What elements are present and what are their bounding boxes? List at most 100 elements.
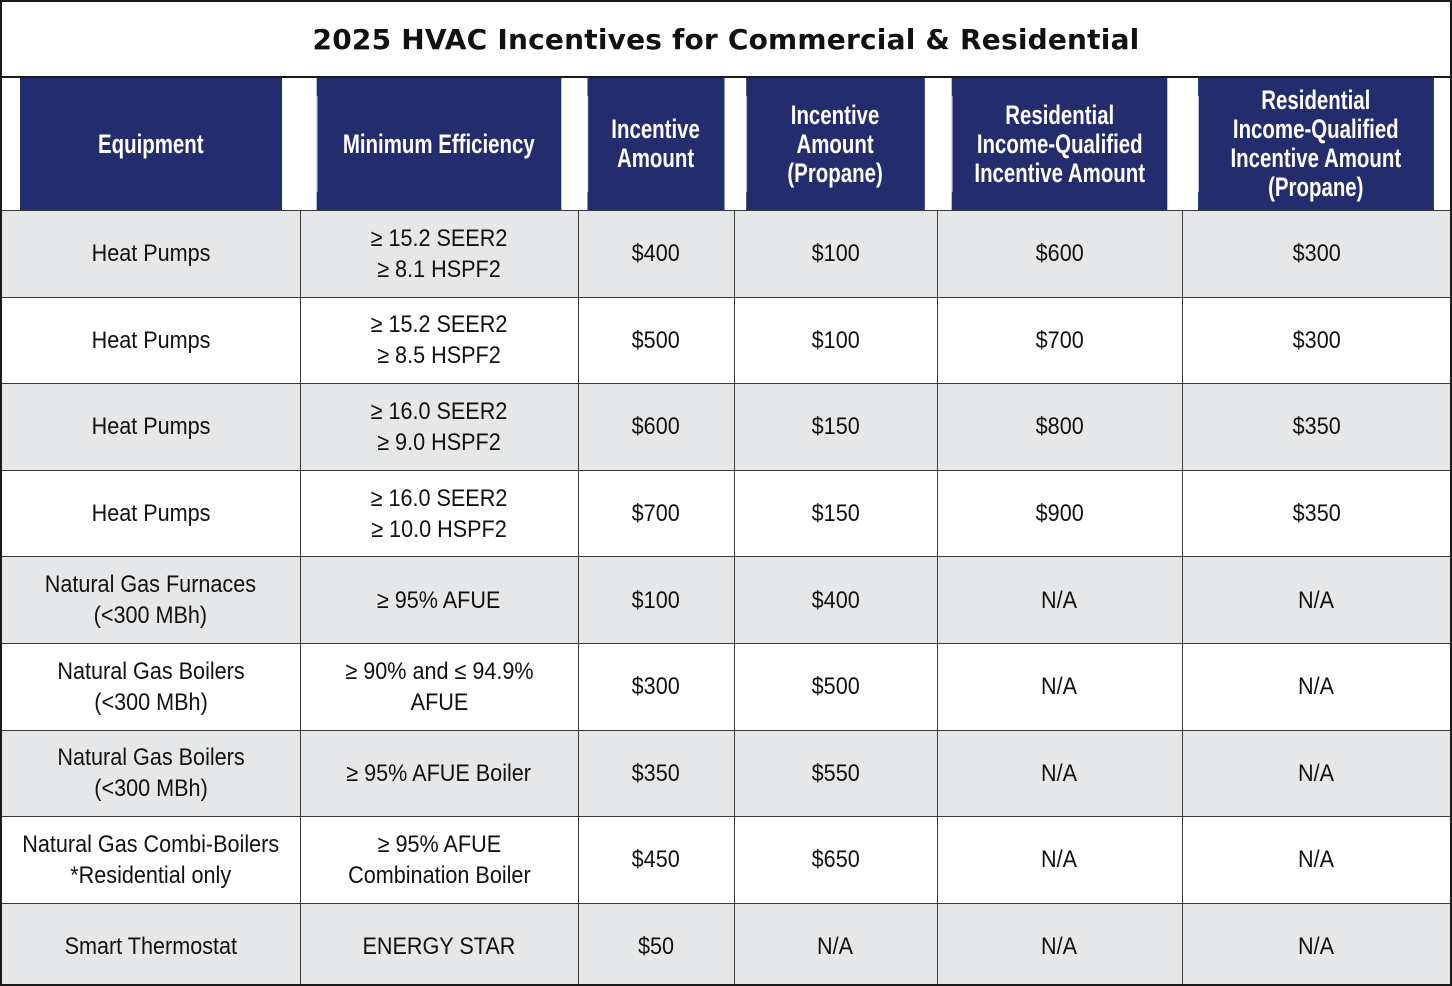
cell-text: $550 <box>811 759 860 787</box>
incentive-cell: $450 <box>577 816 734 904</box>
equipment-cell: Heat Pumps <box>2 296 300 384</box>
cell-text: $600 <box>1035 240 1084 268</box>
efficiency-cell: ≥ 90% and ≤ 94.9% AFUE <box>299 642 578 731</box>
cell-text: ≥ 95% AFUE Boiler <box>346 759 532 787</box>
incentive-cell: $350 <box>577 729 734 817</box>
column-header-label: Residential Income-Qualified Incentive A… <box>1230 85 1402 202</box>
cell-text: Heat Pumps <box>91 500 211 528</box>
cell-text: ≥ 16.0 SEER2 ≥ 10.0 HSPF2 <box>370 484 508 543</box>
equipment-cell: Heat Pumps <box>2 210 300 298</box>
equipment-cell: Natural Gas Combi-Boilers *Residential o… <box>2 816 300 904</box>
efficiency-cell: ENERGY STAR <box>299 902 578 984</box>
efficiency-cell: ≥ 16.0 SEER2 ≥ 10.0 HSPF2 <box>299 469 578 557</box>
cell-text: N/A <box>1298 759 1335 787</box>
incentive-propane-cell: $500 <box>733 642 937 731</box>
cell-text: $100 <box>631 586 681 614</box>
cell-text: Heat Pumps <box>91 240 211 268</box>
residential-iq-cell: N/A <box>936 729 1182 817</box>
efficiency-cell: ≥ 16.0 SEER2 ≥ 9.0 HSPF2 <box>299 383 578 471</box>
cell-text: N/A <box>1041 933 1078 961</box>
cell-text: $300 <box>1292 240 1341 268</box>
cell-text: $150 <box>811 500 860 528</box>
cell-text: $350 <box>1292 500 1341 528</box>
incentive-propane-cell: $400 <box>733 556 937 644</box>
cell-text: Heat Pumps <box>91 413 211 441</box>
residential-iq-cell: $900 <box>936 469 1182 557</box>
equipment-cell: Heat Pumps <box>2 469 300 557</box>
cell-text: Natural Gas Combi-Boilers *Residential o… <box>22 830 280 889</box>
cell-text: N/A <box>1298 933 1335 961</box>
residential-iq-propane-cell: $350 <box>1181 469 1450 557</box>
cell-text: ≥ 16.0 SEER2 ≥ 9.0 HSPF2 <box>370 397 508 456</box>
incentive-cell: $600 <box>577 383 734 471</box>
cell-text: $450 <box>631 846 681 874</box>
efficiency-cell: ≥ 95% AFUE Combination Boiler <box>299 816 578 904</box>
column-header-label: Incentive Amount <box>611 114 701 173</box>
cell-text: ≥ 95% AFUE Combination Boiler <box>347 830 531 889</box>
cell-text: Natural Gas Boilers (<300 MBh) <box>57 744 245 803</box>
cell-text: $350 <box>1292 413 1341 441</box>
cell-text: ≥ 95% AFUE <box>377 586 501 614</box>
residential-iq-propane-cell: N/A <box>1181 902 1450 984</box>
incentive-propane-cell: $550 <box>733 729 937 817</box>
table-row: Heat Pumps ≥ 15.2 SEER2 ≥ 8.5 HSPF2 $500 $1… <box>2 296 1450 384</box>
table-row: Heat Pumps ≥ 16.0 SEER2 ≥ 10.0 HSPF2 $700 $… <box>2 469 1450 557</box>
cell-text: $600 <box>631 413 681 441</box>
equipment-cell: Natural Gas Furnaces (<300 MBh) <box>2 556 300 644</box>
header-residential-iq-amount: Residential Income-Qualified Incentive A… <box>951 78 1168 211</box>
cell-text: ≥ 15.2 SEER2 ≥ 8.1 HSPF2 <box>370 224 508 283</box>
residential-iq-cell: $800 <box>936 383 1182 471</box>
cell-text: $300 <box>1292 326 1341 354</box>
cell-text: N/A <box>1041 586 1078 614</box>
column-header-label: Incentive Amount (Propane) <box>787 99 884 188</box>
residential-iq-cell: N/A <box>936 902 1182 984</box>
cell-text: Heat Pumps <box>91 326 211 354</box>
cell-text: N/A <box>1041 759 1078 787</box>
residential-iq-cell: $600 <box>936 210 1182 298</box>
cell-text: $400 <box>811 586 860 614</box>
residential-iq-propane-cell: $300 <box>1181 210 1450 298</box>
cell-text: N/A <box>1041 846 1078 874</box>
cell-text: $500 <box>811 673 860 701</box>
cell-text: $700 <box>631 500 681 528</box>
residential-iq-cell: N/A <box>936 556 1182 644</box>
table-row: Natural Gas Furnaces (<300 MBh) ≥ 95% AFU… <box>2 556 1450 644</box>
cell-text: ≥ 15.2 SEER2 ≥ 8.5 HSPF2 <box>370 311 508 370</box>
residential-iq-propane-cell: N/A <box>1181 556 1450 644</box>
table-row: Natural Gas Boilers (<300 MBh) ≥ 95% AFUE… <box>2 729 1450 817</box>
equipment-cell: Heat Pumps <box>2 383 300 471</box>
residential-iq-cell: N/A <box>936 642 1182 731</box>
cell-text: N/A <box>1298 586 1335 614</box>
incentive-propane-cell: N/A <box>733 902 937 984</box>
cell-text: Natural Gas Furnaces (<300 MBh) <box>45 571 257 630</box>
header-incentive-amount: Incentive Amount <box>587 78 725 211</box>
residential-iq-propane-cell: N/A <box>1181 642 1450 731</box>
cell-text: $900 <box>1035 500 1084 528</box>
column-header-label: Equipment <box>98 128 204 159</box>
header-equipment: Equipment <box>19 78 283 211</box>
cell-text: N/A <box>1041 673 1078 701</box>
cell-text: Natural Gas Boilers (<300 MBh) <box>57 657 245 716</box>
cell-text: $100 <box>811 326 860 354</box>
cell-text: ≥ 90% and ≤ 94.9% AFUE <box>344 657 534 716</box>
incentive-propane-cell: $150 <box>733 469 937 557</box>
residential-iq-propane-cell: $350 <box>1181 383 1450 471</box>
header-residential-iq-amount-propane: Residential Income-Qualified Incentive A… <box>1198 78 1434 211</box>
cell-text: Smart Thermostat <box>64 933 237 961</box>
residential-iq-cell: N/A <box>936 816 1182 904</box>
title-bar: 2025 HVAC Incentives for Commercial & Re… <box>2 2 1450 78</box>
incentive-cell: $500 <box>577 296 734 384</box>
efficiency-cell: ≥ 95% AFUE <box>299 556 578 644</box>
header-incentive-amount-propane: Incentive Amount (Propane) <box>746 78 925 211</box>
residential-iq-propane-cell: N/A <box>1181 729 1450 817</box>
efficiency-cell: ≥ 15.2 SEER2 ≥ 8.1 HSPF2 <box>299 210 578 298</box>
table-row: Heat Pumps ≥ 16.0 SEER2 ≥ 9.0 HSPF2 $600 $1… <box>2 383 1450 471</box>
efficiency-cell: ≥ 95% AFUE Boiler <box>299 729 578 817</box>
incentive-propane-cell: $650 <box>733 816 937 904</box>
equipment-cell: Natural Gas Boilers (<300 MBh) <box>2 642 300 731</box>
incentive-cell: $100 <box>577 556 734 644</box>
cell-text: $100 <box>811 240 860 268</box>
table-row: Natural Gas Boilers (<300 MBh) ≥ 90% and … <box>2 642 1450 731</box>
table-header: Equipment Minimum Efficiency Incentive Amo… <box>2 78 1450 211</box>
